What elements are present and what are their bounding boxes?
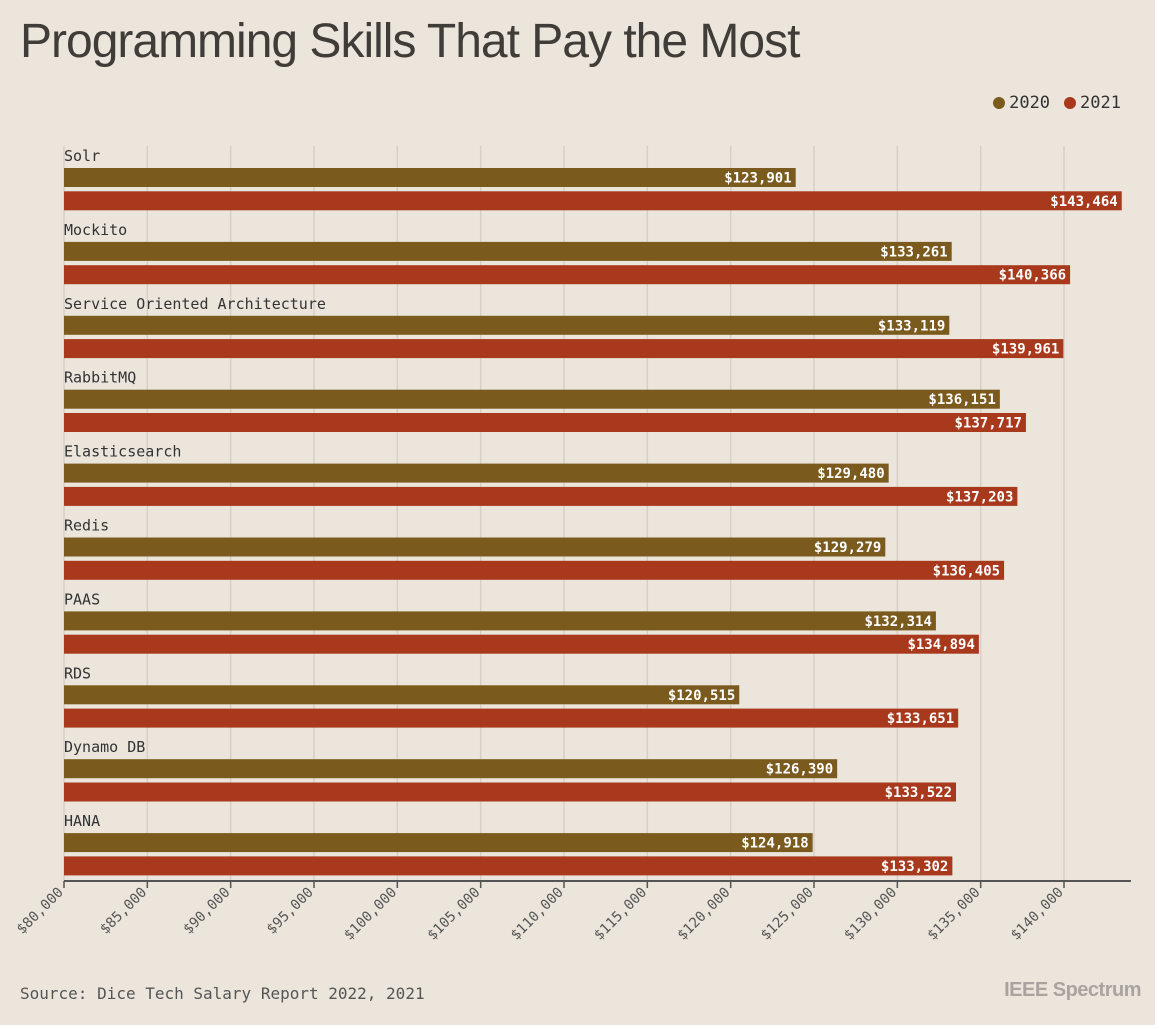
bar-2021 xyxy=(64,560,1005,580)
data-label-2021: $133,651 xyxy=(887,711,954,727)
bar-2020 xyxy=(64,315,950,335)
data-label-bg xyxy=(729,835,811,851)
bar-2021 xyxy=(64,339,1064,359)
data-label-bg xyxy=(896,636,977,652)
bar-2021 xyxy=(64,191,1122,211)
data-label-bg xyxy=(869,858,951,874)
data-label-2020: $129,480 xyxy=(817,466,884,482)
brand-logo: IEEE Spectrum xyxy=(1004,979,1141,1001)
legend-item-2020: 2020 xyxy=(993,93,1050,113)
data-label-bg xyxy=(656,687,738,703)
category-label: Service Oriented Architecture xyxy=(64,295,326,313)
x-tick-label: $120,000 xyxy=(674,885,733,944)
data-label-bg xyxy=(853,613,934,629)
x-tick-label: $85,000 xyxy=(97,885,150,938)
data-label-bg xyxy=(1038,193,1120,209)
data-label-2020: $124,918 xyxy=(741,836,808,852)
data-label-bg xyxy=(805,465,887,481)
source-note: Source: Dice Tech Salary Report 2022, 20… xyxy=(20,984,425,1003)
chart-title: Programming Skills That Pay the Most xyxy=(20,15,800,68)
data-label-bg xyxy=(980,341,1062,357)
data-label-2021: $139,961 xyxy=(992,342,1059,358)
x-tick-label: $115,000 xyxy=(591,885,650,944)
bar-2020 xyxy=(64,241,952,261)
legend-label-2021: 2021 xyxy=(1080,93,1121,113)
data-label-2021: $140,366 xyxy=(999,268,1066,284)
bar-2020 xyxy=(64,389,1000,409)
data-label-2021: $143,464 xyxy=(1050,194,1117,210)
bar-2021 xyxy=(64,486,1018,506)
bar-2020 xyxy=(64,537,886,557)
bar-2021 xyxy=(64,413,1026,432)
category-label: HANA xyxy=(64,812,100,830)
category-label: Dynamo DB xyxy=(64,738,145,756)
data-label-2020: $129,279 xyxy=(814,540,881,556)
category-label: PAAS xyxy=(64,590,100,608)
data-label-2020: $133,119 xyxy=(878,318,945,334)
x-tick-label: $125,000 xyxy=(758,885,817,944)
data-label-2021: $137,203 xyxy=(946,489,1013,505)
data-label-bg xyxy=(987,267,1069,283)
data-label-bg xyxy=(943,415,1024,430)
x-tick-label: $135,000 xyxy=(924,885,983,944)
x-tick-label: $95,000 xyxy=(264,885,317,938)
legend-label-2020: 2020 xyxy=(1009,93,1051,113)
category-label: Elasticsearch xyxy=(64,443,181,461)
data-label-bg xyxy=(873,784,955,800)
data-label-2020: $120,515 xyxy=(668,688,735,704)
bar-2020 xyxy=(64,759,838,779)
legend-swatch-2021 xyxy=(1064,97,1077,109)
data-label-bg xyxy=(712,170,794,185)
bar-2020 xyxy=(64,833,813,853)
data-label-2020: $133,261 xyxy=(880,244,947,260)
bar-2020 xyxy=(64,611,936,631)
data-label-bg xyxy=(866,317,948,333)
data-label-2020: $132,314 xyxy=(864,614,931,630)
bar-2020 xyxy=(64,685,740,705)
data-label-bg xyxy=(875,710,957,726)
data-label-bg xyxy=(754,761,836,777)
legend: 2020 2021 xyxy=(993,93,1121,113)
data-label-2020: $126,390 xyxy=(766,762,833,778)
data-label-bg xyxy=(802,539,884,555)
data-label-2020: $123,901 xyxy=(724,171,791,187)
x-tick-label: $140,000 xyxy=(1008,885,1067,944)
x-tick-label: $105,000 xyxy=(424,885,483,944)
bar-2020 xyxy=(64,463,889,483)
category-label: Solr xyxy=(64,147,100,165)
data-label-2021: $134,894 xyxy=(907,637,974,653)
data-label-2021: $133,522 xyxy=(885,785,952,801)
data-label-bg xyxy=(868,243,950,259)
x-tick-label: $100,000 xyxy=(341,885,400,944)
data-label-bg xyxy=(917,391,998,407)
category-label: RDS xyxy=(64,664,91,682)
data-label-bg xyxy=(934,488,1016,504)
x-tick-label: $80,000 xyxy=(14,885,67,938)
category-label: Mockito xyxy=(64,221,127,239)
x-tick-label: $90,000 xyxy=(180,885,233,938)
data-label-bg xyxy=(921,562,1003,578)
bar-2021 xyxy=(64,708,959,728)
bar-2021 xyxy=(64,265,1071,285)
data-label-2020: $136,151 xyxy=(928,392,995,408)
x-tick-label: $110,000 xyxy=(508,885,567,944)
category-label: RabbitMQ xyxy=(64,369,136,387)
category-label: Redis xyxy=(64,517,109,535)
bar-2021 xyxy=(64,856,953,876)
legend-item-2021: 2021 xyxy=(1064,93,1121,113)
bar-2020 xyxy=(64,168,796,187)
x-tick-label: $130,000 xyxy=(841,885,900,944)
legend-swatch-2020 xyxy=(993,97,1006,109)
data-label-2021: $136,405 xyxy=(933,563,1000,579)
bar-2021 xyxy=(64,634,979,654)
data-label-2021: $137,717 xyxy=(955,416,1022,432)
bar-2021 xyxy=(64,782,957,802)
data-label-2021: $133,302 xyxy=(881,859,948,875)
